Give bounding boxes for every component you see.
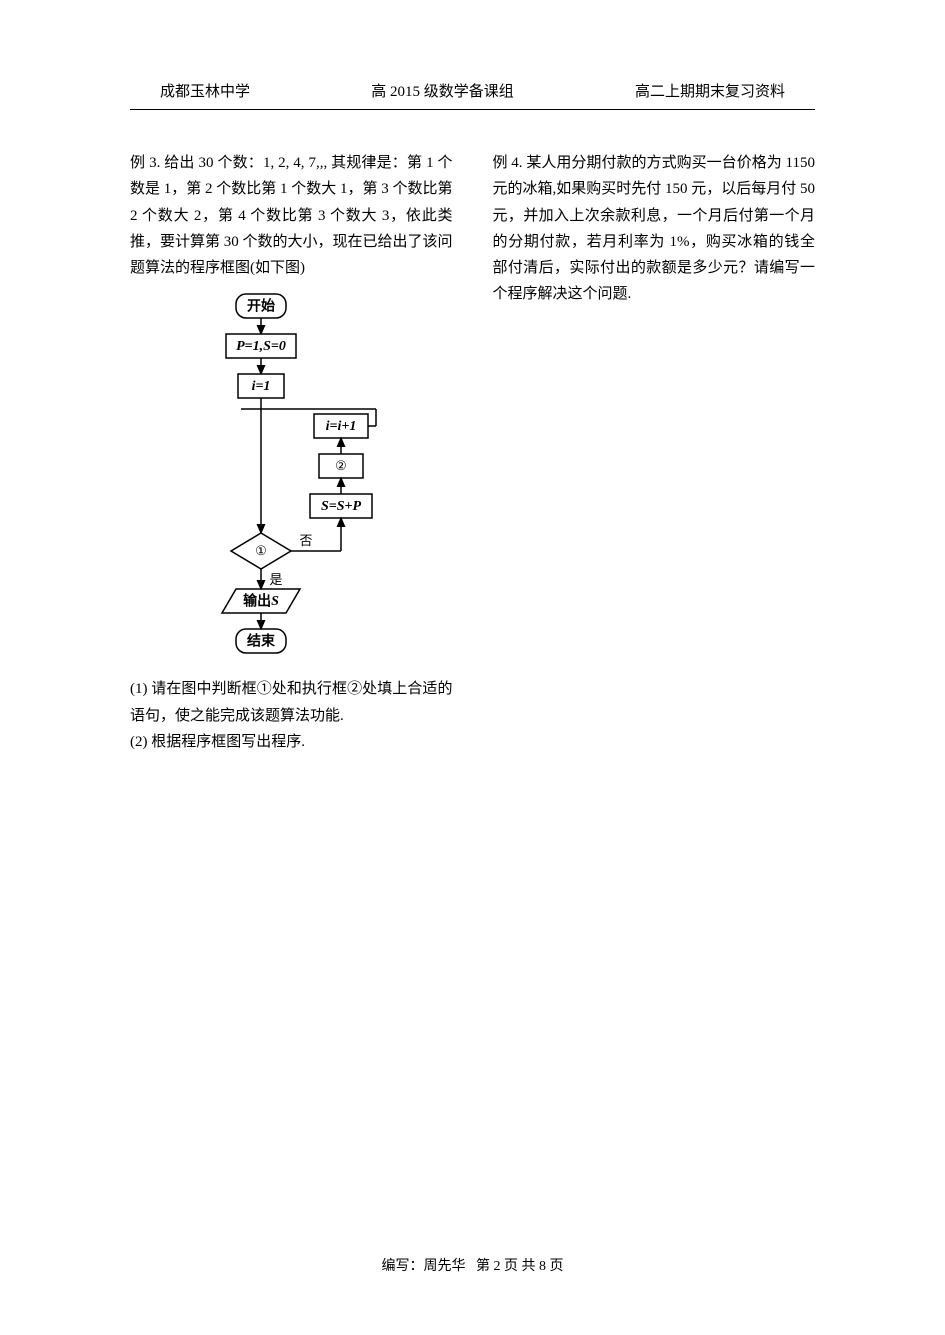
flow-label-output: 输出S: [243, 593, 279, 610]
header-school: 成都玉林中学: [160, 80, 250, 101]
flow-label-sum: S=S+P: [321, 499, 362, 514]
flow-label-inc: i=i+1: [326, 419, 357, 434]
flow-label-end: 结束: [247, 633, 276, 649]
content-columns: 例 3. 给出 30 个数：1, 2, 4, 7,,, 其规律是：第 1 个数是…: [130, 150, 815, 755]
header-material: 高二上期期末复习资料: [635, 80, 785, 101]
left-column: 例 3. 给出 30 个数：1, 2, 4, 7,,, 其规律是：第 1 个数是…: [130, 150, 453, 755]
footer-page-total: 8: [539, 1259, 546, 1274]
flowchart-diagram: 开始 P=1,S=0 i=1: [186, 291, 396, 666]
footer-page-mid: 页 共: [501, 1259, 540, 1274]
flow-label-no: 否: [300, 533, 313, 548]
footer-page-current: 2: [494, 1259, 501, 1274]
problem-3-text: 例 3. 给出 30 个数：1, 2, 4, 7,,, 其规律是：第 1 个数是…: [130, 150, 453, 281]
problem-3-questions: (1) 请在图中判断框①处和执行框②处填上合适的语句，使之能完成该题算法功能. …: [130, 676, 453, 755]
right-column: 例 4. 某人用分期付款的方式购买一台价格为 1150 元的冰箱,如果购买时先付…: [493, 150, 816, 755]
flow-label-blank2: ②: [335, 458, 347, 473]
footer-author: 周先华: [424, 1259, 466, 1274]
question-1: (1) 请在图中判断框①处和执行框②处填上合适的语句，使之能完成该题算法功能.: [130, 676, 453, 729]
question-2: (2) 根据程序框图写出程序.: [130, 729, 453, 755]
footer-page-prefix: 第: [476, 1259, 494, 1274]
flow-label-init2: i=1: [252, 379, 271, 394]
page-header: 成都玉林中学 高 2015 级数学备课组 高二上期期末复习资料: [130, 80, 815, 110]
page-footer: 编写：周先华 第 2 页 共 8 页: [0, 1255, 945, 1275]
header-group: 高 2015 级数学备课组: [371, 80, 514, 101]
flow-label-decision: ①: [255, 543, 267, 558]
flow-label-start: 开始: [247, 298, 275, 314]
problem-4-text: 例 4. 某人用分期付款的方式购买一台价格为 1150 元的冰箱,如果购买时先付…: [493, 150, 816, 308]
footer-author-prefix: 编写：: [382, 1259, 424, 1274]
flow-label-yes: 是: [270, 572, 283, 587]
document-page: 成都玉林中学 高 2015 级数学备课组 高二上期期末复习资料 例 3. 给出 …: [0, 0, 945, 1335]
flow-label-init1: P=1,S=0: [236, 339, 286, 354]
footer-page-suffix: 页: [546, 1259, 564, 1274]
